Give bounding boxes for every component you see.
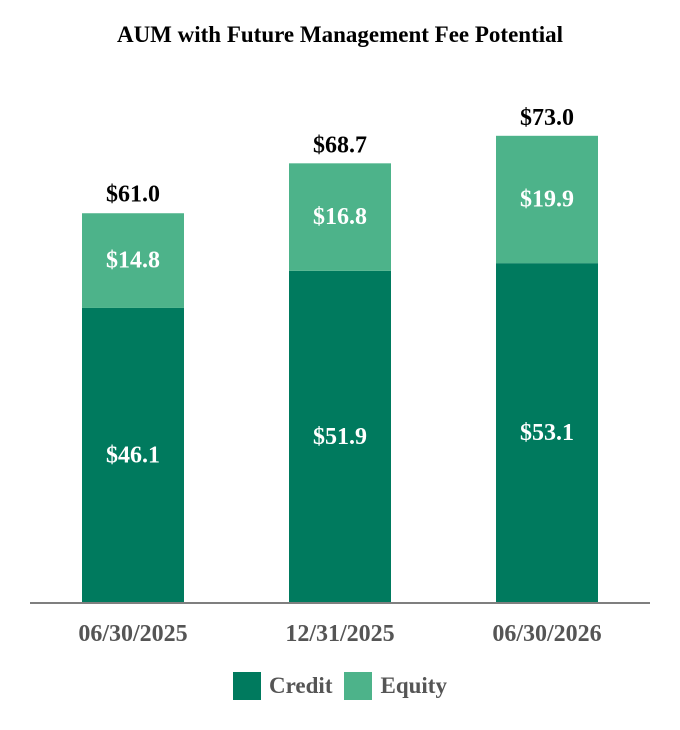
bars-layer (82, 135, 598, 603)
bar-equity-06-30-2026 (496, 135, 598, 264)
data-label-equity-06-30-2026: $19.9 (520, 186, 574, 212)
bar-credit-06-30-2025 (82, 307, 184, 603)
legend-swatch-equity (344, 672, 373, 700)
x-tick-label-12-31-2025: 12/31/2025 (285, 621, 394, 647)
total-label-06-30-2026: $73.0 (520, 105, 574, 131)
data-label-credit-12-31-2025: $51.9 (313, 424, 367, 450)
data-label-equity-06-30-2025: $14.8 (106, 248, 160, 274)
legend-item-credit: Credit (233, 672, 332, 700)
data-label-credit-06-30-2026: $53.1 (520, 420, 574, 446)
data-label-equity-12-31-2025: $16.8 (313, 204, 367, 230)
chart-plot: $46.1 $14.8 $61.0 06/30/2025 $51.9 $16.8 $68.7… (30, 105, 650, 647)
total-label-12-31-2025: $68.7 (313, 132, 367, 158)
x-tick-label-06-30-2026: 06/30/2026 (492, 621, 601, 647)
legend-item-equity: Equity (344, 672, 447, 700)
bar-credit-06-30-2026 (496, 263, 598, 603)
chart-title: AUM with Future Management Fee Potential (116, 22, 564, 47)
data-label-credit-06-30-2025: $46.1 (106, 442, 160, 468)
legend-label-equity: Equity (380, 673, 447, 698)
bar-credit-12-31-2025 (289, 270, 391, 603)
labels-layer: $46.1 $14.8 $61.0 06/30/2025 $51.9 $16.8 $68.7… (78, 105, 601, 647)
bar-equity-06-30-2025 (82, 213, 184, 308)
x-tick-label-06-30-2025: 06/30/2025 (78, 621, 187, 647)
legend-swatch-credit (233, 672, 262, 700)
bar-equity-12-31-2025 (289, 163, 391, 271)
chart-legend: Credit Equity (0, 672, 680, 700)
legend-label-credit: Credit (269, 673, 333, 698)
total-label-06-30-2025: $61.0 (106, 182, 160, 208)
